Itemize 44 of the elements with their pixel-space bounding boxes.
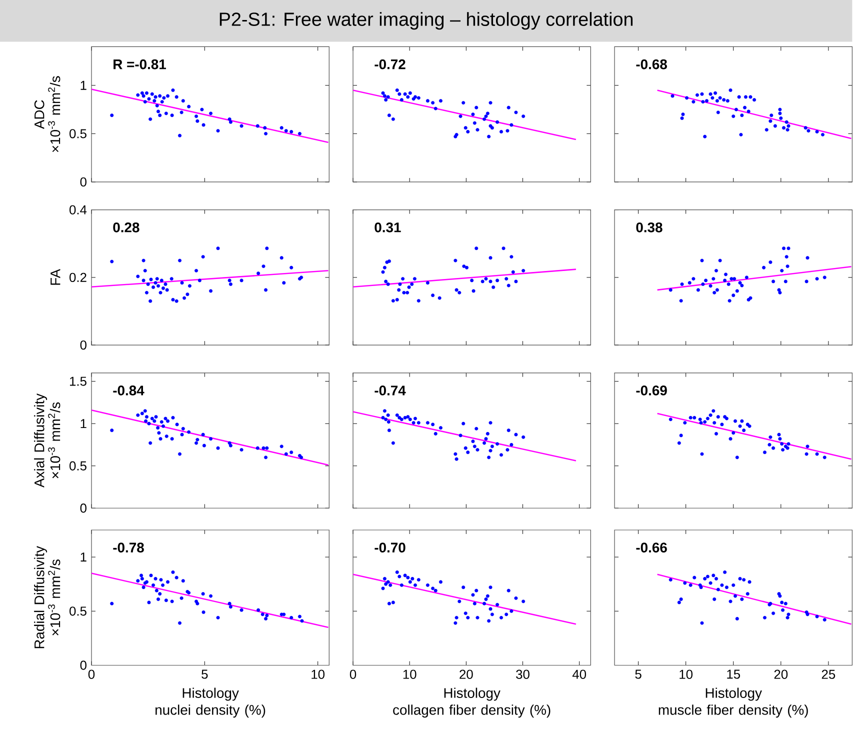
annotation: -0.66 [636, 542, 667, 553]
annotation: -0.68 [636, 59, 667, 70]
annotation: 0.31 [374, 222, 401, 232]
x-tick-label: 10 [403, 670, 416, 679]
y-tick-label: 0 [80, 660, 86, 670]
x-tick-label: 20 [460, 670, 473, 679]
x-tick-label: 30 [516, 670, 530, 679]
x-tick-label: 10 [680, 670, 693, 679]
text: P2-S1: Free water imaging – histology correlation [220, 12, 633, 30]
y-tick-label: 1.5 [70, 376, 86, 386]
y-tick-label: 0.5 [70, 606, 86, 616]
annotation: -0.70 [374, 542, 406, 553]
y-tick-label: 0 [80, 504, 86, 513]
annotation: 0.28 [113, 222, 140, 232]
y-axis-title: ADC ×10$^{-3}$ mm$^{2}$/s [34, 76, 60, 152]
x-tick-label: 25 [822, 670, 836, 679]
x-axis-title: Histology collagen fiber density (%) [393, 688, 550, 718]
x-tick-label: 0 [350, 670, 356, 679]
y-tick-label: 1 [80, 419, 86, 428]
y-tick-label: 0 [80, 177, 86, 187]
y-tick-label: 1 [80, 552, 86, 562]
x-tick-label: 5 [635, 670, 642, 679]
annotation: R =-0.81 [114, 59, 166, 70]
x-axis-title: Histology nuclei density (%) [156, 688, 266, 718]
x-tick-label: 20 [774, 670, 788, 679]
y-axis-title: FA [50, 269, 60, 285]
y-tick-label: 0.4 [70, 205, 87, 214]
annotation: -0.72 [374, 59, 406, 70]
y-tick-label: 0.2 [70, 272, 86, 282]
annotation: -0.84 [113, 386, 144, 396]
y-tick-label: 0 [80, 340, 86, 350]
y-tick-label: 0.5 [70, 129, 86, 138]
annotation: -0.69 [636, 386, 667, 396]
annotation: -0.78 [113, 542, 144, 553]
x-tick-label: 10 [312, 670, 325, 679]
x-tick-label: 5 [202, 670, 208, 679]
x-tick-label: 0 [88, 670, 95, 679]
x-tick-label: 40 [572, 670, 586, 679]
y-tick-label: 0.5 [70, 461, 86, 471]
annotation: -0.74 [374, 386, 406, 396]
x-axis-title: Histology muscle fiber density (%) [658, 688, 808, 718]
x-tick-label: 15 [727, 670, 740, 679]
annotation: 0.38 [636, 222, 662, 232]
y-tick-label: 1 [80, 81, 86, 90]
